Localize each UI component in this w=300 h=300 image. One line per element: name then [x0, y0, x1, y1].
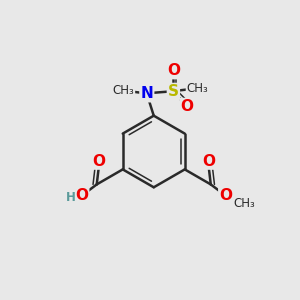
Text: N: N — [140, 86, 153, 101]
Text: O: O — [202, 154, 215, 169]
Text: S: S — [168, 84, 179, 99]
Text: H: H — [66, 191, 76, 204]
Text: CH₃: CH₃ — [113, 84, 135, 97]
Text: CH₃: CH₃ — [233, 197, 255, 210]
Text: CH₃: CH₃ — [186, 82, 208, 95]
Text: O: O — [181, 99, 194, 114]
Text: O: O — [92, 154, 106, 169]
Text: O: O — [219, 188, 232, 203]
Text: O: O — [75, 188, 88, 203]
Text: O: O — [167, 63, 180, 78]
